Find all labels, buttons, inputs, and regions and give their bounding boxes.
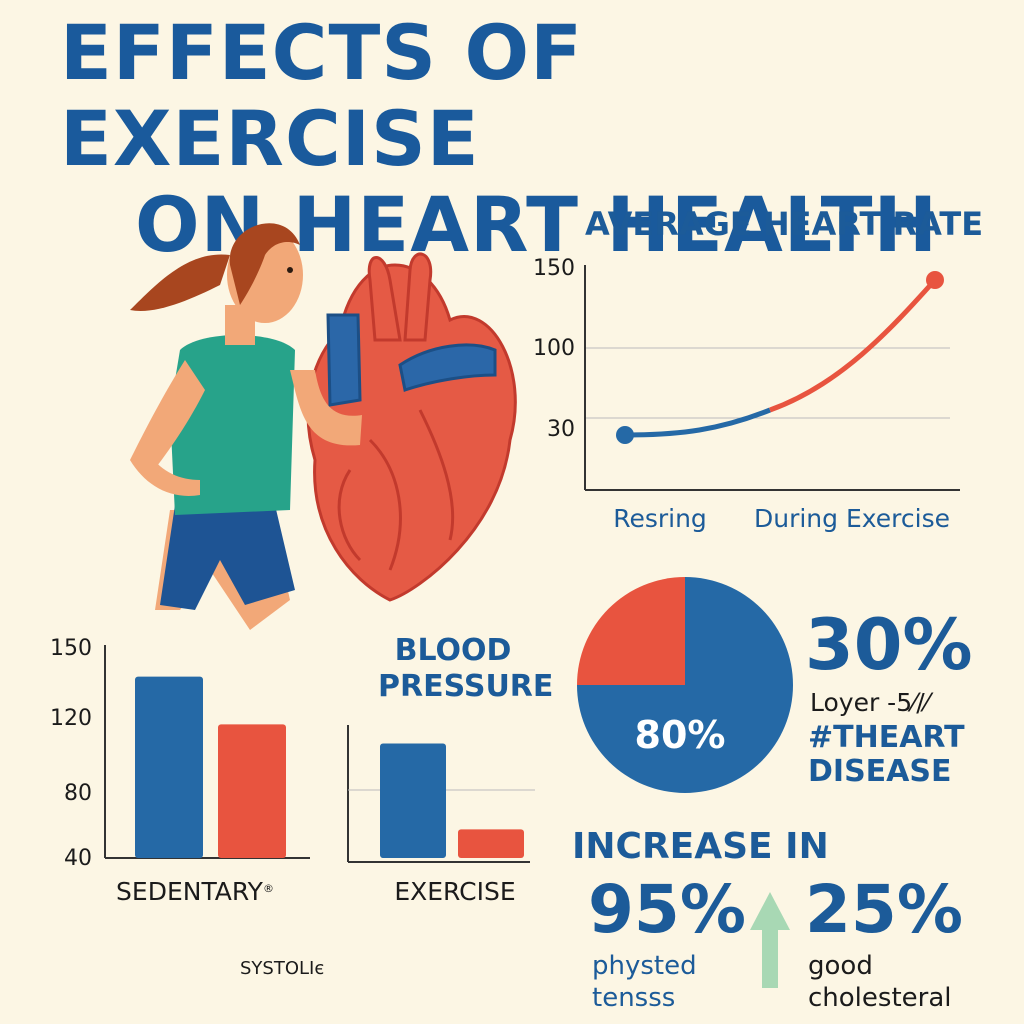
data-point-exercise	[926, 271, 944, 289]
runner-heart-illustration	[130, 223, 517, 630]
disease-note-line-1: Loyer -5⁄/⁄	[810, 688, 929, 717]
y-tick-label: 150	[50, 636, 92, 661]
y-tick-label: 40	[64, 846, 92, 871]
blood-pressure-title: BLOOD PRESSURE	[378, 633, 554, 705]
disease-note-line-3: DISEASE	[808, 754, 952, 789]
increase-left-note: physted tensss	[592, 950, 697, 1014]
bar-exercise-red	[458, 829, 524, 858]
heart-rate-line-exercise	[769, 278, 937, 413]
title-line-1: EFFECTS OF EXERCISE	[60, 8, 583, 183]
x-label-resting: Resring	[613, 504, 707, 533]
increase-title: INCREASE IN	[572, 826, 829, 867]
increase-left-percent: 95%	[588, 871, 746, 948]
increase-left-line-1: physted	[592, 951, 697, 981]
increase-right-line-1: good	[808, 951, 873, 981]
increase-right-percent: 25%	[805, 871, 963, 948]
disease-note-line-2: #THEART	[808, 720, 965, 755]
bar-exercise-blue	[380, 743, 446, 858]
increase-left-line-2: tensss	[592, 983, 676, 1013]
heart-rate-line-resting	[624, 407, 771, 438]
up-arrow-icon	[750, 892, 790, 988]
bar-sedentary-red	[218, 724, 286, 858]
pie-label: 80%	[635, 713, 726, 757]
heart-rate-title: AVERAGE HEART RATE	[585, 205, 984, 243]
heart-rate-chart: 150 100 30 Resring During Exercise	[533, 256, 960, 533]
pie-slice-blue	[577, 577, 793, 793]
legend-systolic: SYSTOLIє	[240, 958, 325, 979]
y-tick-label: 120	[50, 706, 92, 731]
y-tick-label: 30	[547, 417, 575, 442]
increase-right-line-2: cholesteral	[808, 983, 952, 1013]
bp-title-line-1: BLOOD	[394, 633, 512, 668]
group-label-sedentary: SEDENTARY®	[116, 877, 274, 906]
y-tick-label: 100	[533, 336, 575, 361]
y-tick-label: 150	[533, 256, 575, 281]
disease-percent: 30%	[805, 604, 973, 686]
disease-pie-chart: 80%	[577, 577, 793, 793]
x-label-exercise: During Exercise	[754, 504, 950, 533]
bar-sedentary-blue	[135, 676, 203, 858]
y-tick-label: 80	[64, 781, 92, 806]
increase-right-note: good cholesteral	[808, 950, 951, 1014]
group-label-exercise: EXERCISE	[394, 877, 515, 906]
runner-illustration	[130, 223, 362, 630]
bp-title-line-2: PRESSURE	[378, 669, 554, 704]
pie-slice-red	[577, 577, 685, 685]
blood-pressure-chart: 150 120 80 40 SEDENTARY® EXERCISE	[50, 636, 535, 906]
data-point-resting	[616, 426, 634, 444]
heart-illustration	[306, 252, 517, 602]
